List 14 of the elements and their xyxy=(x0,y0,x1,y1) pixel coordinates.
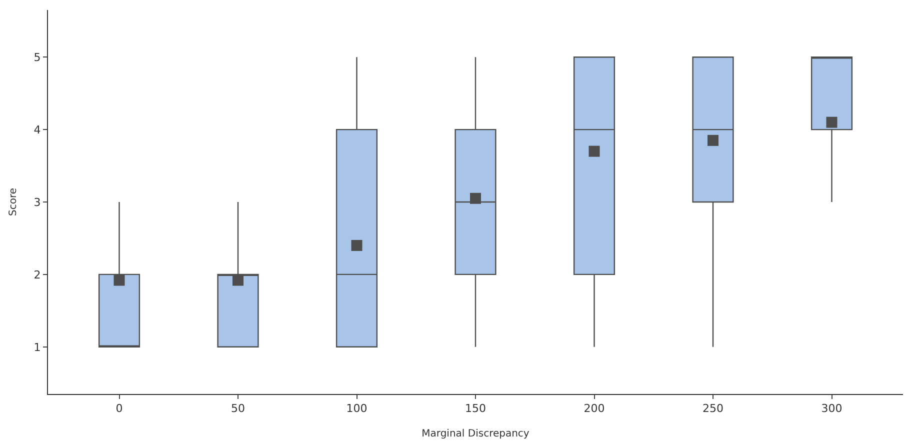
x-tick-label: 0 xyxy=(116,402,123,416)
y-axis-title: Score xyxy=(8,188,19,216)
x-tick-label: 200 xyxy=(584,402,605,416)
x-axis-title: Marginal Discrepancy xyxy=(422,428,530,440)
y-tick-label: 4 xyxy=(34,123,41,136)
x-tick-label: 50 xyxy=(231,402,245,416)
x-tick-label: 100 xyxy=(346,402,368,416)
y-tick-label: 2 xyxy=(34,268,41,282)
y-tick-label: 3 xyxy=(34,196,41,209)
x-tick-label: 150 xyxy=(465,402,486,416)
x-tick-label: 250 xyxy=(702,402,724,416)
y-tick-label: 1 xyxy=(34,340,41,354)
x-tick-label: 300 xyxy=(821,402,842,416)
y-tick-label: 5 xyxy=(34,50,41,64)
